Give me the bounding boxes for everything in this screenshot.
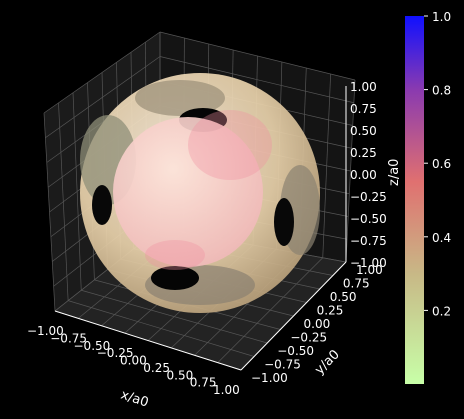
x-tick-label: −1.00	[27, 324, 64, 338]
left-wall-grid-z	[45, 56, 161, 139]
z-tick-label: −0.25	[350, 190, 387, 204]
z-tick-label: 0.25	[350, 146, 377, 160]
y-tick-label: −0.75	[264, 358, 301, 372]
y-tick-label: 0.25	[317, 304, 344, 318]
y-tick-label: −0.50	[277, 344, 314, 358]
z-axis-label: z/a0	[387, 159, 402, 186]
axis-lines	[54, 86, 347, 371]
x-tick-label: −0.50	[74, 339, 111, 353]
x-tick-label: −0.25	[97, 346, 134, 360]
y-tick-label: −0.25	[290, 331, 327, 345]
left-wall-grid-z	[43, 31, 161, 114]
colorbar: 0.2 0.4 0.6 0.8 1.0	[405, 10, 451, 384]
colorbar-tick-label: 0.2	[432, 304, 451, 318]
z-tick-label: 0.75	[350, 102, 377, 116]
colorbar-tick-label: 0.8	[432, 84, 451, 98]
x-axis-label: x/a0	[119, 388, 151, 411]
x-tick-label: 0.50	[167, 368, 194, 382]
z-tick-label: 0.50	[350, 124, 377, 138]
back-wall-grid-x	[322, 73, 331, 258]
outer-sphere-hole-left	[92, 185, 112, 225]
x-tick-label: 0.25	[143, 361, 170, 375]
colorbar-tick-label: 0.6	[432, 157, 451, 171]
back-wall-grid-z	[159, 56, 354, 104]
tick-labels: −1.00−0.75−0.50−0.250.000.250.500.751.00…	[27, 80, 387, 397]
colorbar-ticks: 0.2 0.4 0.6 0.8 1.0	[424, 10, 451, 318]
floor-grid-x	[217, 257, 323, 363]
x-tick-label: 0.75	[190, 376, 217, 390]
surfaces	[80, 73, 320, 313]
y-tick-label: 0.00	[304, 317, 331, 331]
y-tick-label: 0.50	[330, 290, 357, 304]
z-tick-label: 1.00	[350, 80, 377, 94]
y-axis-label: y/a0	[312, 347, 343, 378]
y-tick-label: 1.00	[356, 263, 383, 277]
y-tick-label: 0.75	[343, 277, 370, 291]
z-tick-label: −0.50	[350, 212, 387, 226]
y-tick-label: −1.00	[251, 371, 288, 385]
z-tick-label: −0.75	[350, 234, 387, 248]
x-tick-label: 1.00	[213, 383, 240, 397]
inner-sphere	[113, 117, 263, 267]
back-wall-grid-z	[159, 31, 356, 81]
inner-sphere-lobe-bottom	[145, 240, 205, 270]
z-tick-label: 0.00	[350, 168, 377, 182]
outer-sphere-hole-right	[274, 198, 294, 246]
x-tick-label: 0.00	[120, 354, 147, 368]
outer-sphere-lobe-top	[135, 80, 225, 116]
inner-sphere-lobe-top	[188, 110, 272, 180]
colorbar-tick-label: 0.4	[432, 231, 451, 245]
z-tick-label: −1.00	[350, 256, 387, 270]
x-tick-label: −0.75	[50, 331, 87, 345]
back-wall-grid-x	[345, 79, 356, 263]
colorbar-tick-label: 1.0	[432, 10, 451, 24]
colorbar-gradient	[405, 16, 424, 384]
outer-sphere-hole-bottom	[151, 266, 199, 290]
